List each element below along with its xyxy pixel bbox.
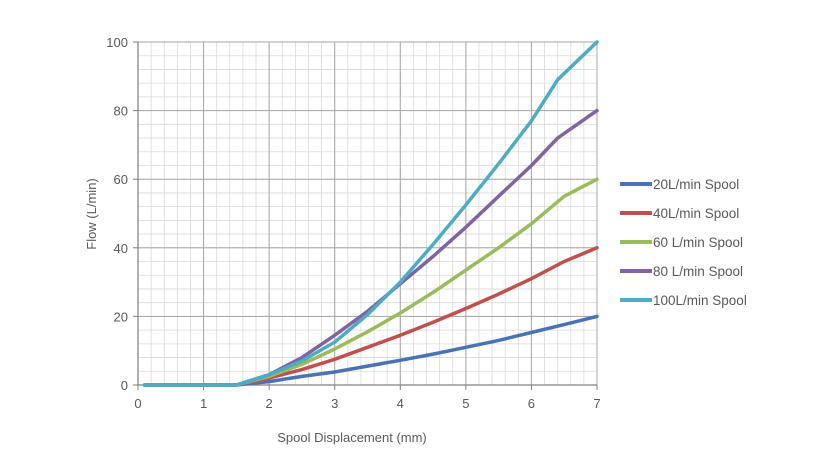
y-tick-label: 80 [114, 104, 128, 119]
series-line-3 [142, 177, 599, 387]
x-tick-label: 2 [266, 396, 273, 411]
y-tick-label: 20 [114, 309, 128, 324]
x-tick-labels: 0 1 2 3 4 5 6 7 [134, 396, 600, 411]
axes [133, 41, 598, 390]
legend-label-5: 100L/min Spool [653, 293, 747, 308]
legend-label-2: 40L/min Spool [653, 206, 739, 221]
x-tick-label: 7 [593, 396, 600, 411]
legend-label-3: 60 L/min Spool [653, 235, 743, 250]
legend: 20L/min Spool 40L/min Spool 60 L/min Spool… [620, 177, 747, 308]
x-tick-label: 3 [331, 396, 338, 411]
legend-label-1: 20L/min Spool [653, 177, 739, 192]
y-tick-label: 40 [114, 241, 128, 256]
x-tick-label: 5 [462, 396, 469, 411]
y-axis-label: Flow (L/min) [84, 178, 99, 250]
x-tick-label: 1 [200, 396, 207, 411]
series-lines [142, 40, 599, 387]
y-tick-label: 100 [106, 35, 128, 50]
x-tick-label: 0 [134, 396, 141, 411]
x-tick-label: 4 [397, 396, 404, 411]
series-line-1 [142, 314, 599, 387]
y-tick-label: 0 [121, 378, 128, 393]
x-axis-label: Spool Displacement (mm) [277, 430, 427, 445]
y-tick-labels: 0 20 40 60 80 100 [106, 35, 128, 393]
major-gridlines [137, 41, 598, 386]
legend-label-4: 80 L/min Spool [653, 264, 743, 279]
series-line-5 [142, 40, 599, 387]
y-tick-label: 60 [114, 172, 128, 187]
x-tick-label: 6 [528, 396, 535, 411]
